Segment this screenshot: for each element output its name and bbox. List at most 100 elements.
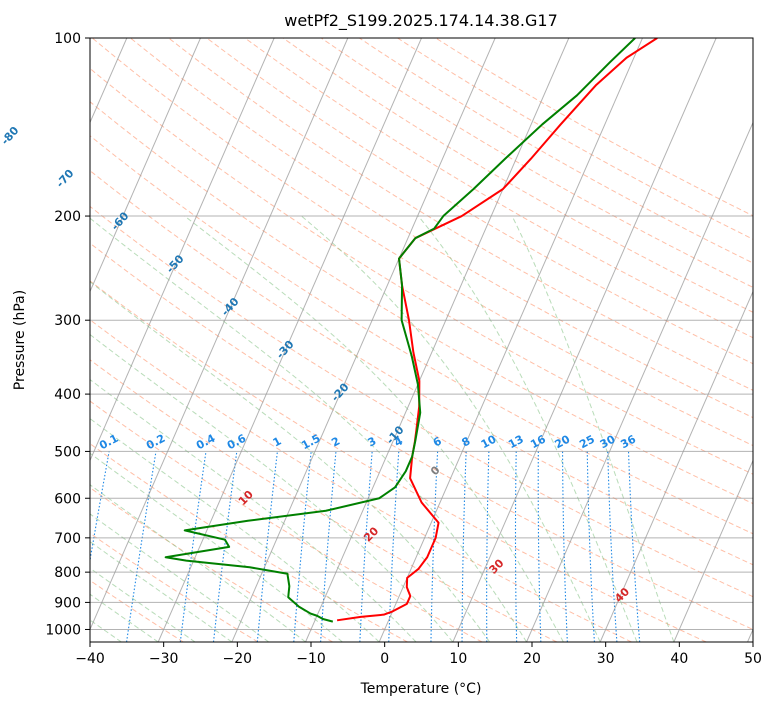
plot-frame <box>89 37 754 643</box>
mixing-ratio-line <box>461 451 467 642</box>
mixing-ratio-line <box>430 451 439 642</box>
y-axis-title: Pressure (hPa) <box>12 290 28 390</box>
mixing-ratio-line <box>607 451 618 642</box>
moist-adiabat-line <box>90 217 527 642</box>
mixing-ratio-label: 36 <box>618 432 638 451</box>
isotherm-label: -70 <box>54 167 77 191</box>
dry-adiabat-label: 10 <box>236 488 256 508</box>
isotherm-line <box>452 38 717 642</box>
mixing-ratio-label: 20 <box>553 432 573 451</box>
moist-adiabat-label: 0 <box>428 463 443 478</box>
x-axis: −40 −30 −20 −10 0 10 20 30 40 50 <box>75 642 762 667</box>
isotherm-label: -80 <box>0 124 22 148</box>
isotherm-line <box>747 628 753 642</box>
dry-adiabat-line <box>244 38 753 339</box>
isotherm-line <box>90 38 201 293</box>
x-tick-label: 30 <box>597 651 615 667</box>
moist-adiabat-line <box>90 378 417 642</box>
isotherm-line <box>90 38 349 631</box>
isotherm-line <box>231 38 496 642</box>
mixing-ratio-line <box>256 451 278 642</box>
dry-adiabat-line <box>90 280 707 642</box>
mixing-ratio-label: 13 <box>506 433 526 452</box>
isotherm-line <box>673 459 753 642</box>
isotherm-line <box>378 38 643 642</box>
dry-adiabat-line <box>90 359 558 642</box>
isotherm-line <box>526 121 753 642</box>
mixing-ratio-line <box>627 451 641 642</box>
mixing-ratio-label: 0.4 <box>194 431 218 452</box>
x-tick-label: −20 <box>223 651 253 667</box>
mixing-ratio-line <box>179 451 207 642</box>
mixing-ratio-label: 1 <box>271 434 284 449</box>
dry-adiabat-line <box>90 532 259 642</box>
mixing-ratio-line <box>90 451 110 564</box>
dry-adiabat-line <box>90 319 632 642</box>
x-tick-label: 10 <box>449 651 467 667</box>
isotherm-line <box>157 38 422 642</box>
x-tick-label: 0 <box>380 651 389 667</box>
y-tick-label: 300 <box>54 313 81 329</box>
mixing-ratio-label: 6 <box>431 434 444 449</box>
mixing-ratio-label: 25 <box>577 433 597 452</box>
mixing-ratio-line <box>514 451 518 642</box>
x-axis-title: Temperature (°C) <box>360 681 482 697</box>
moist-adiabat-line <box>90 417 380 642</box>
mixing-ratio-line <box>293 451 312 642</box>
dry-adiabat-label: 30 <box>487 556 507 576</box>
moist-adiabat-line <box>301 215 601 642</box>
y-tick-label: 700 <box>54 531 81 547</box>
isotherm-label: -60 <box>109 209 132 233</box>
mixing-ratio-line <box>359 451 373 642</box>
dry-adiabat-line <box>320 38 753 288</box>
mixing-ratio-label: 10 <box>479 432 499 451</box>
dry-adiabat-line <box>282 38 753 313</box>
dry-adiabat-line <box>90 400 483 642</box>
isotherm-label: -50 <box>164 252 187 276</box>
moist-adiabat-line <box>90 333 454 642</box>
y-tick-label: 600 <box>54 491 81 507</box>
isotherm-label: -20 <box>329 380 352 404</box>
dry-adiabat-line <box>90 67 753 475</box>
mixing-ratio-line <box>537 451 542 642</box>
dry-adiabat-line <box>90 242 753 631</box>
mixing-ratio-line <box>486 451 490 642</box>
mixing-ratio-label: 8 <box>460 434 473 449</box>
isotherm-line <box>599 290 753 642</box>
moist-adiabat-line <box>90 540 233 642</box>
moist-adiabat-line <box>90 452 343 642</box>
isotherm-line <box>305 38 570 642</box>
dry-adiabat-line <box>397 38 753 240</box>
y-tick-label: 900 <box>54 595 81 611</box>
mixing-ratio-label: 3 <box>366 434 379 449</box>
moist-adiabat-line <box>184 215 564 642</box>
dry-adiabat-line <box>168 38 753 391</box>
grid-lines <box>90 38 753 642</box>
isotherm-label: -40 <box>219 295 242 319</box>
chart-title: wetPf2_S199.2025.174.14.38.G17 <box>284 11 558 31</box>
y-tick-label: 400 <box>54 387 81 403</box>
mixing-ratio-line <box>320 451 337 642</box>
dry-adiabat-line <box>90 135 753 535</box>
dry-adiabat-line <box>90 205 753 598</box>
mixing-ratio-line <box>562 451 568 642</box>
dry-adiabat-line <box>359 38 753 264</box>
isotherm-label: -30 <box>274 338 297 362</box>
y-tick-label: 500 <box>54 444 81 460</box>
moist-adiabat-line <box>417 215 638 642</box>
dewpoint-profile-line <box>164 38 636 623</box>
mixing-ratio-line <box>586 451 595 642</box>
y-tick-label: 200 <box>54 209 81 225</box>
isotherm-line <box>90 38 275 462</box>
mixing-ratio-label: 4 <box>392 434 405 449</box>
x-tick-label: −40 <box>75 651 105 667</box>
y-axis: 100 200 300 400 500 600 700 800 900 1000 <box>45 31 90 638</box>
mixing-ratio-line <box>212 451 238 642</box>
moist-adiabat-line <box>90 567 196 642</box>
y-tick-label: 1000 <box>45 622 81 638</box>
moist-adiabat-line <box>90 593 159 642</box>
mixing-ratio-label: 30 <box>598 432 618 451</box>
mixing-ratio-line <box>126 451 157 642</box>
y-tick-label: 800 <box>54 565 81 581</box>
moist-adiabat-line <box>511 215 675 642</box>
